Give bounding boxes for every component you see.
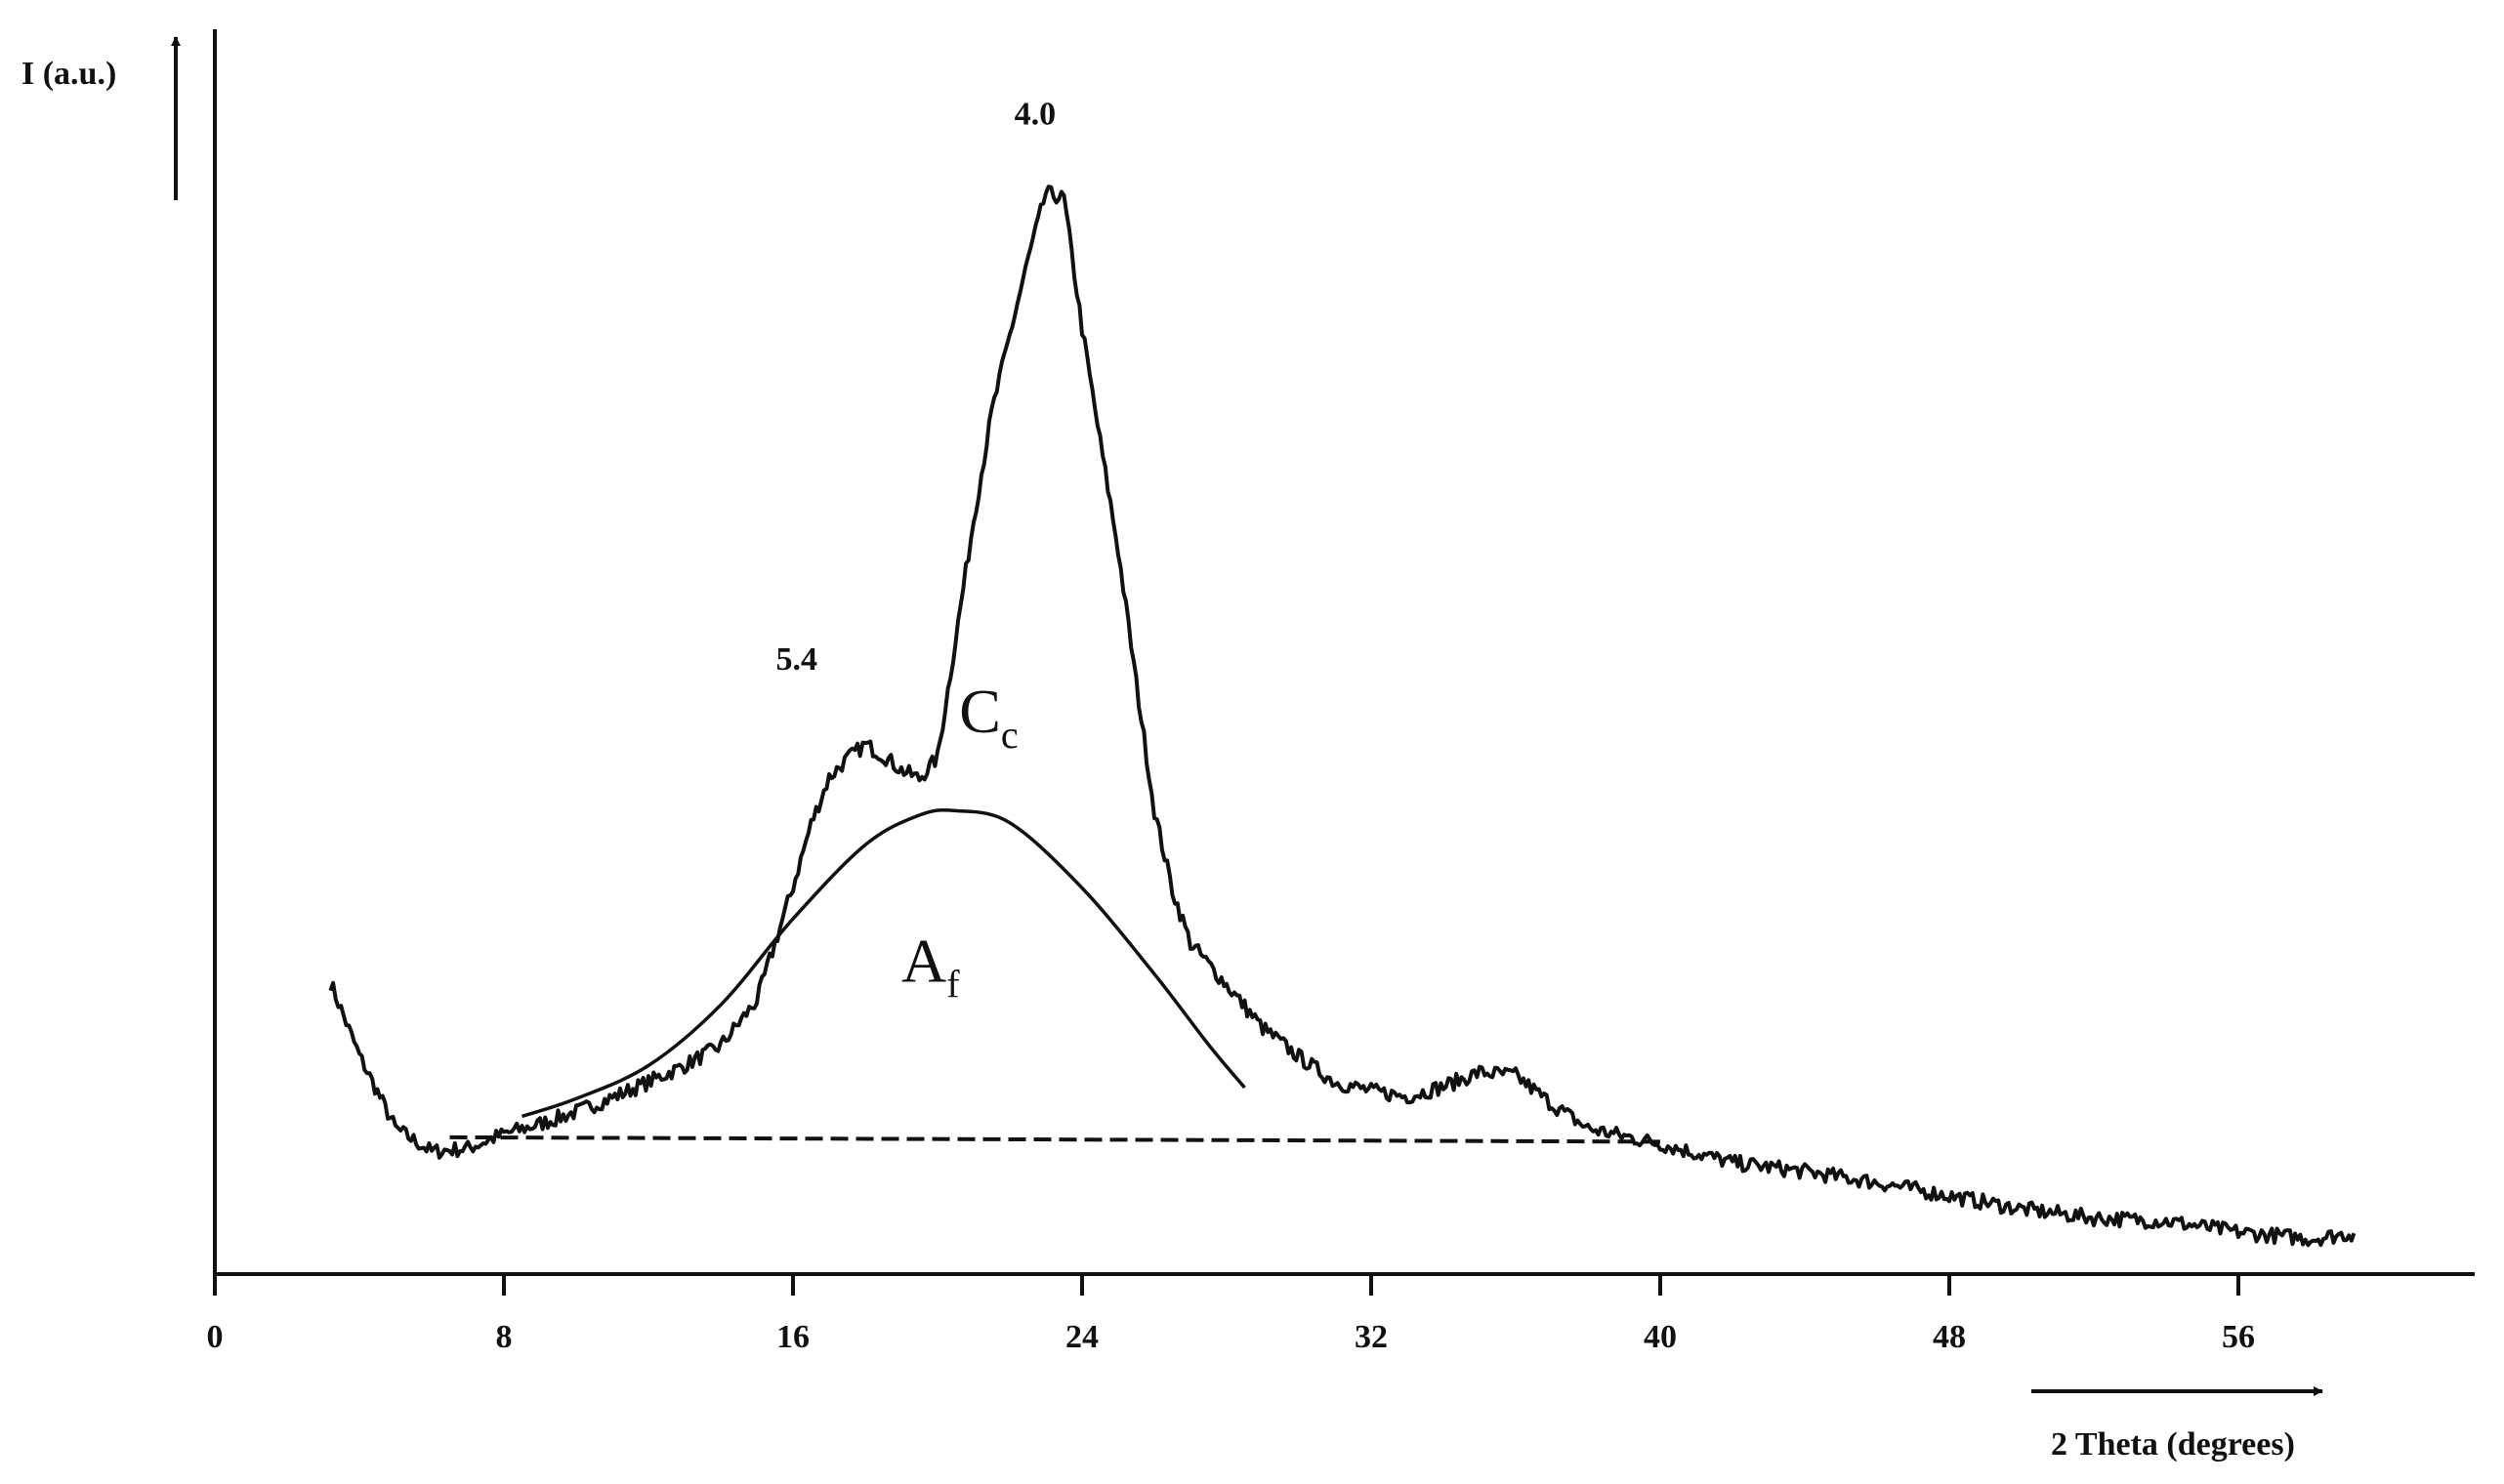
- y-axis-title: I (a.u.): [21, 56, 116, 92]
- baseline-dashed-line: [449, 1134, 1661, 1144]
- peak-label: 4.0: [1015, 97, 1057, 133]
- region-label-main: C: [959, 677, 1001, 746]
- x-axis-title: 2 Theta (degrees): [2051, 1426, 2295, 1463]
- x-ticks: 0 8 16 24 32 40 48 56: [207, 1274, 2255, 1355]
- x-tick-label: 0: [207, 1319, 224, 1355]
- region-label-sub: c: [1001, 713, 1019, 757]
- x-tick-label: 56: [2222, 1319, 2255, 1355]
- amorphous-halo-line: [521, 807, 1246, 1119]
- diffraction-pattern-line: [328, 185, 2357, 1248]
- region-label: Af: [901, 927, 960, 1007]
- x-tick-label: 32: [1355, 1319, 1388, 1355]
- x-tick-label: 16: [776, 1319, 810, 1355]
- region-label-sub: f: [946, 963, 960, 1007]
- x-tick-label: 48: [1933, 1319, 1966, 1355]
- region-label: Cc: [959, 677, 1018, 757]
- region-label-main: A: [901, 927, 946, 996]
- series-group: [328, 185, 2357, 1248]
- x-tick-label: 40: [1644, 1319, 1677, 1355]
- x-tick-label: 24: [1065, 1319, 1099, 1355]
- x-tick-label: 8: [496, 1319, 513, 1355]
- peak-label: 5.4: [775, 641, 817, 678]
- annotations: 4.0 5.4 Cc Af: [775, 97, 1056, 1007]
